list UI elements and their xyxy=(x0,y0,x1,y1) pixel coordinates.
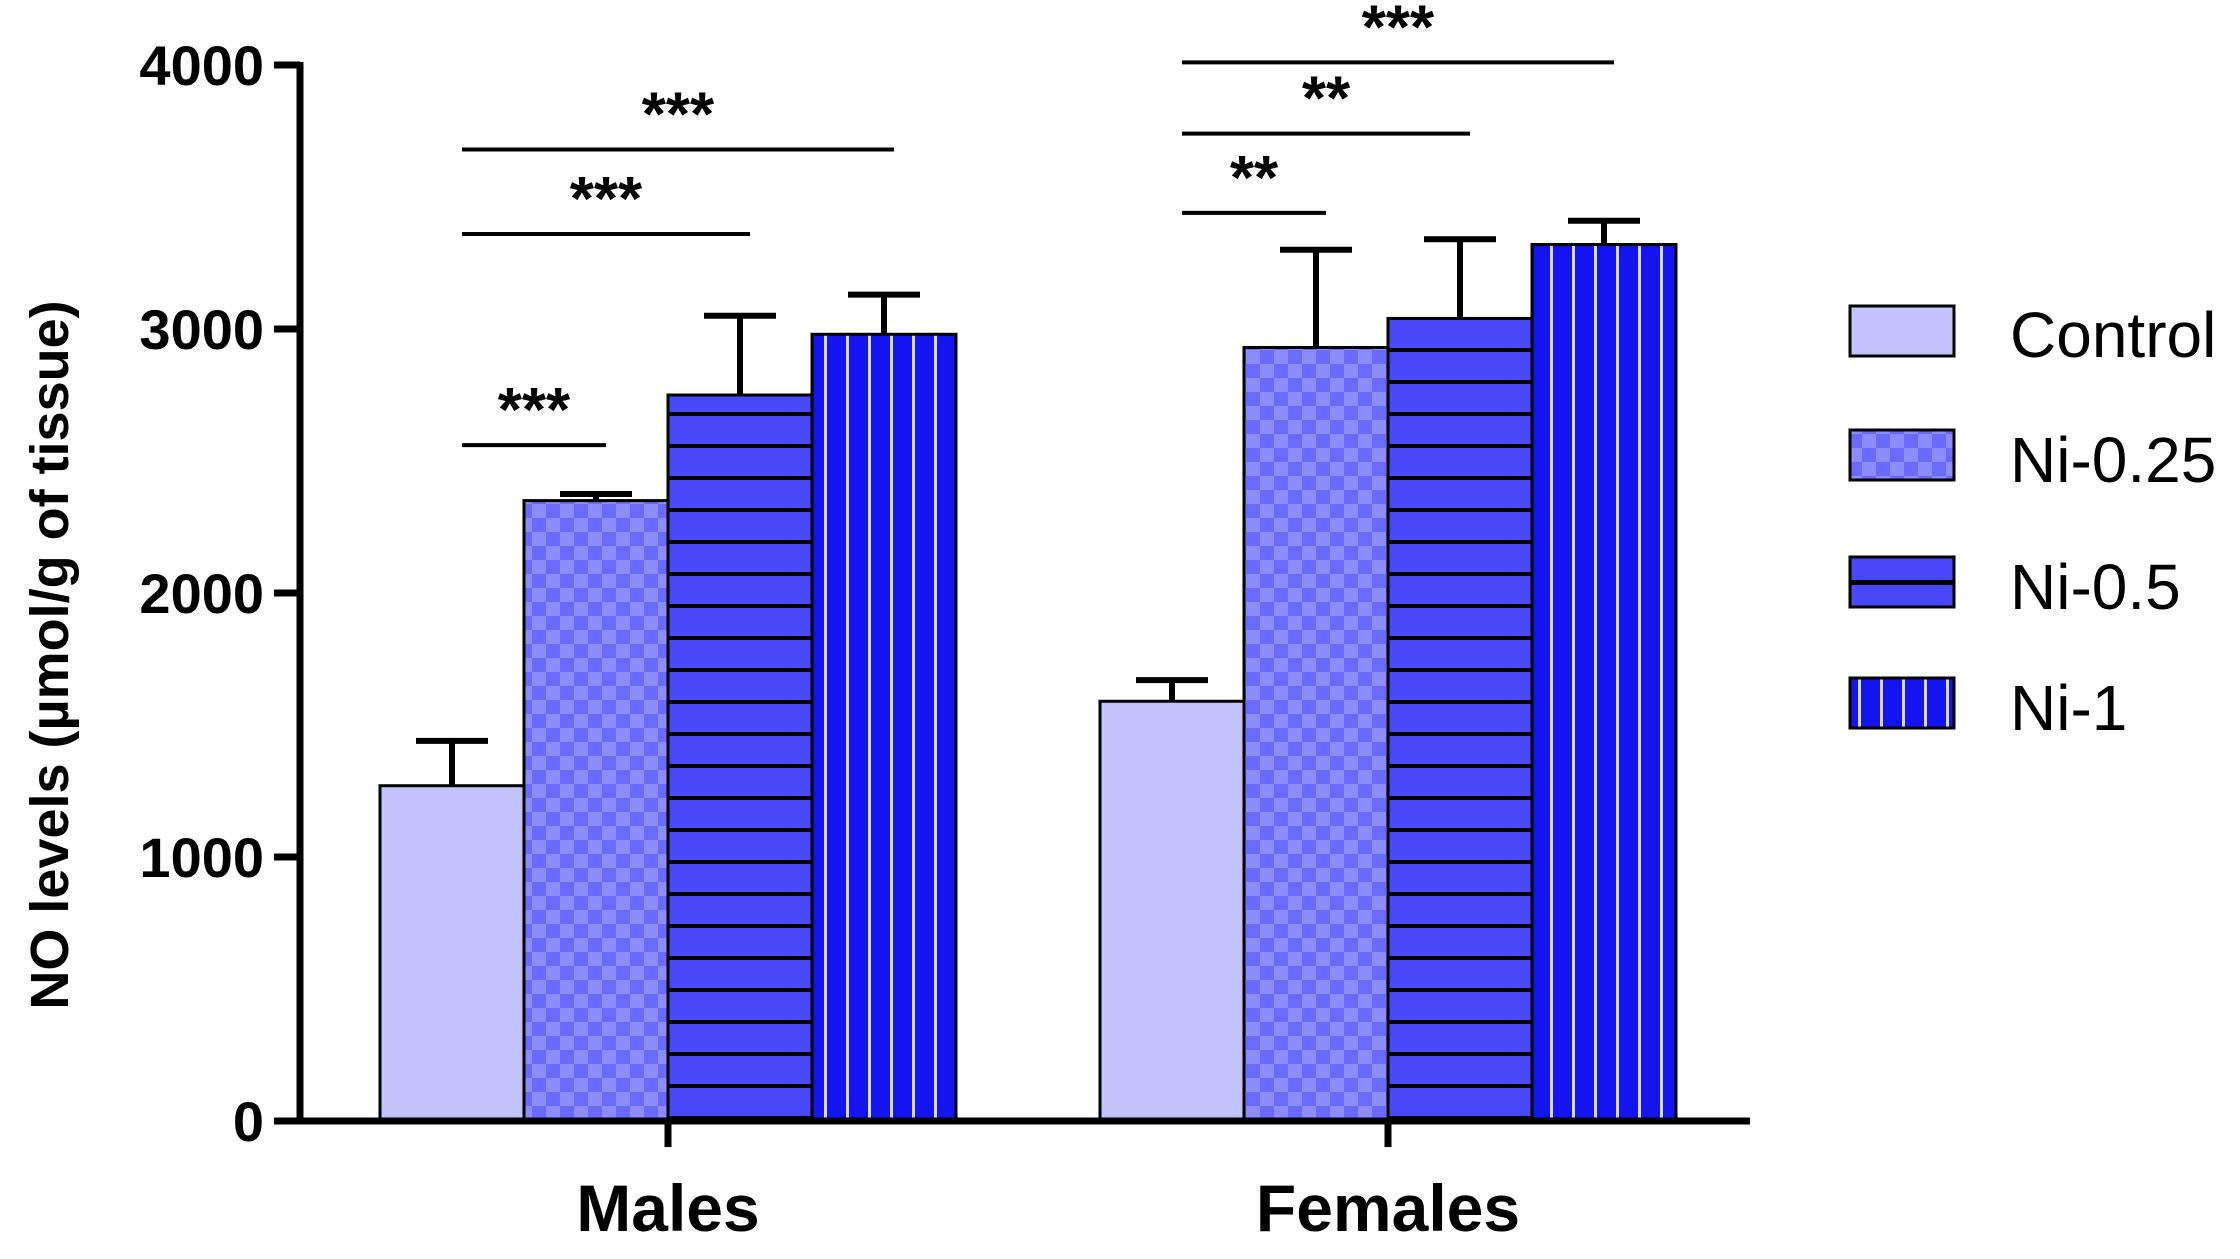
significance-label: *** xyxy=(570,165,643,234)
bar xyxy=(810,332,958,1123)
legend-label: Ni-0.5 xyxy=(2010,551,2181,623)
y-tick-label: 3000 xyxy=(139,298,264,361)
y-axis-ticks: 0 1000 2000 3000 4000 xyxy=(139,34,264,1153)
bar xyxy=(522,499,670,1123)
y-axis-title: NO levels (µmol/g of tissue) xyxy=(20,300,80,1009)
legend-item-control: Control xyxy=(1848,299,2216,371)
significance-label: ** xyxy=(1230,144,1279,213)
y-tick-label: 4000 xyxy=(139,34,264,97)
legend-label: Ni-0.25 xyxy=(2010,424,2216,496)
legend-item-ni-0-5: Ni-0.5 xyxy=(1848,551,2181,623)
x-category-label: Males xyxy=(576,1171,759,1245)
legend-item-ni-0-25: Ni-0.25 xyxy=(1848,424,2216,496)
legend-swatch xyxy=(1848,428,1956,482)
x-axis-categories: Males Females xyxy=(576,1171,1520,1245)
legend-item-ni-1: Ni-1 xyxy=(1848,672,2127,744)
legend-swatch xyxy=(1848,676,1956,730)
plot-area: **************** xyxy=(274,0,1750,1147)
y-tick-label: 2000 xyxy=(139,562,264,625)
bar xyxy=(1386,316,1534,1123)
legend-swatch xyxy=(1848,304,1956,358)
significance-label: ** xyxy=(1302,65,1351,134)
legend: Control Ni-0.25 Ni-0.5 Ni-1 xyxy=(1848,299,2216,744)
bar xyxy=(666,393,814,1123)
bar xyxy=(1098,699,1246,1123)
x-category-label: Females xyxy=(1256,1171,1520,1245)
bar xyxy=(1242,345,1390,1123)
y-tick-label: 1000 xyxy=(139,826,264,889)
bar xyxy=(1530,243,1678,1123)
legend-swatch-stripe xyxy=(1850,580,1954,585)
legend-label: Control xyxy=(2010,299,2216,371)
bar xyxy=(378,784,526,1123)
y-tick-label: 0 xyxy=(233,1090,264,1153)
significance-label: *** xyxy=(642,80,715,149)
legend-label: Ni-1 xyxy=(2010,672,2127,744)
significance-label: *** xyxy=(498,376,571,445)
significance-label: *** xyxy=(1362,0,1435,62)
